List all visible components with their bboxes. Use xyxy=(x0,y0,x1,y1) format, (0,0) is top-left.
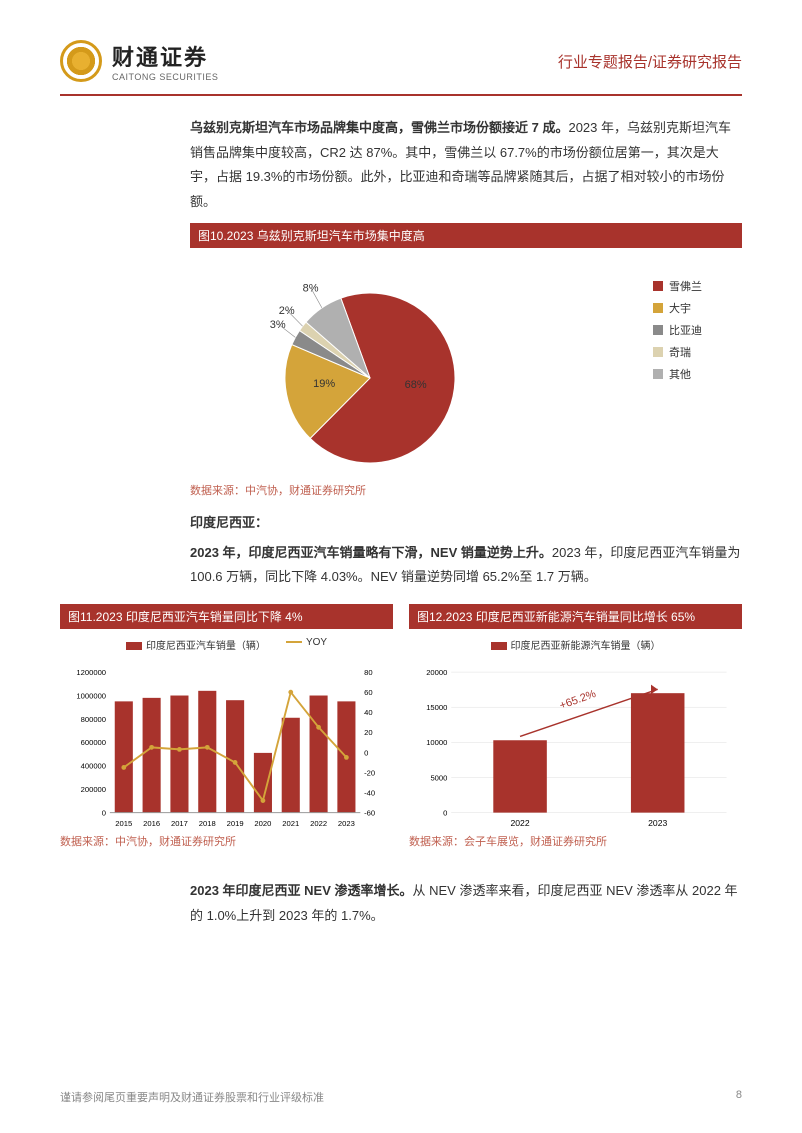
svg-text:-60: -60 xyxy=(364,809,375,818)
svg-text:2019: 2019 xyxy=(227,819,244,828)
subheading-indonesia: 印度尼西亚： xyxy=(190,512,742,531)
header-category: 行业专题报告/证券研究报告 xyxy=(558,51,742,72)
fig11-chart: 印度尼西亚汽车销量（辆） YOY 0 200000 400000 600000 8000… xyxy=(60,629,393,829)
svg-text:2017: 2017 xyxy=(171,819,188,828)
fig11-legend-line: YOY xyxy=(286,637,327,652)
svg-text:2018: 2018 xyxy=(199,819,216,828)
svg-text:15000: 15000 xyxy=(426,703,447,712)
svg-text:-40: -40 xyxy=(364,789,375,798)
two-column-charts: 图11.2023 印度尼西亚汽车销量同比下降 4% 印度尼西亚汽车销量（辆） Y… xyxy=(60,598,742,863)
fig10-title: 图10.2023 乌兹别克斯坦汽车市场集中度高 xyxy=(190,223,742,248)
pie-chart-svg: 68% 19% 3% 2% 8% xyxy=(190,263,550,483)
svg-text:0: 0 xyxy=(364,748,368,757)
svg-text:200000: 200000 xyxy=(81,785,106,794)
svg-text:2%: 2% xyxy=(279,305,295,317)
logo-cn: 财通证券 xyxy=(112,40,218,72)
svg-text:0: 0 xyxy=(102,809,106,818)
fig11-title: 图11.2023 印度尼西亚汽车销量同比下降 4% xyxy=(60,604,393,629)
svg-text:8%: 8% xyxy=(303,282,319,294)
fig10-source: 数据来源：中汽协，财通证券研究所 xyxy=(190,482,742,498)
svg-text:19%: 19% xyxy=(313,378,335,390)
svg-text:800000: 800000 xyxy=(81,715,106,724)
svg-text:68%: 68% xyxy=(405,379,427,391)
svg-text:1000000: 1000000 xyxy=(76,692,106,701)
svg-text:1200000: 1200000 xyxy=(76,668,106,677)
svg-text:600000: 600000 xyxy=(81,738,106,747)
fig12-title: 图12.2023 印度尼西亚新能源汽车销量同比增长 65% xyxy=(409,604,742,629)
company-logo-icon xyxy=(60,40,102,82)
svg-text:0: 0 xyxy=(443,809,447,818)
fig12-legend-bar: 印度尼西亚新能源汽车销量（辆） xyxy=(491,637,661,652)
fig11-column: 图11.2023 印度尼西亚汽车销量同比下降 4% 印度尼西亚汽车销量（辆） Y… xyxy=(60,598,393,863)
para3-bold: 2023 年印度尼西亚 NEV 渗透率增长。 xyxy=(190,883,413,898)
fig12-column: 图12.2023 印度尼西亚新能源汽车销量同比增长 65% 印度尼西亚新能源汽车… xyxy=(409,598,742,863)
svg-text:60: 60 xyxy=(364,688,372,697)
fig10-chart: 68% 19% 3% 2% 8% 雪佛兰大宇比亚迪奇瑞其他 xyxy=(190,248,742,478)
svg-text:2023: 2023 xyxy=(338,819,355,828)
svg-text:20: 20 xyxy=(364,728,372,737)
page-footer: 谨请参阅尾页重要声明及财通证券股票和行业评级标准 8 xyxy=(60,1089,742,1105)
svg-text:20000: 20000 xyxy=(426,668,447,677)
page-number: 8 xyxy=(736,1089,742,1105)
logo-block: 财通证券 CAITONG SECURITIES xyxy=(60,40,218,82)
svg-text:2023: 2023 xyxy=(648,818,667,828)
fig11-legend-bar: 印度尼西亚汽车销量（辆） xyxy=(126,637,266,652)
svg-text:-20: -20 xyxy=(364,768,375,777)
fig12-svg: 0 5000 10000 15000 20000 2022 2023 xyxy=(413,656,738,844)
paragraph-1: 乌兹别克斯坦汽车市场品牌集中度高，雪佛兰市场份额接近 7 成。2023 年，乌兹… xyxy=(190,116,742,215)
paragraph-3: 2023 年印度尼西亚 NEV 渗透率增长。从 NEV 渗透率来看，印度尼西亚 … xyxy=(190,879,742,928)
svg-text:2021: 2021 xyxy=(282,819,299,828)
fig12-chart: 印度尼西亚新能源汽车销量（辆） 0 5000 10000 15000 20000 2022… xyxy=(409,629,742,829)
svg-text:2015: 2015 xyxy=(115,819,132,828)
page-header: 财通证券 CAITONG SECURITIES 行业专题报告/证券研究报告 xyxy=(60,40,742,96)
svg-text:10000: 10000 xyxy=(426,738,447,747)
svg-text:2022: 2022 xyxy=(510,818,529,828)
paragraph-2: 2023 年，印度尼西亚汽车销量略有下滑，NEV 销量逆势上升。2023 年，印… xyxy=(190,541,742,590)
svg-text:40: 40 xyxy=(364,708,372,717)
para1-bold: 乌兹别克斯坦汽车市场品牌集中度高，雪佛兰市场份额接近 7 成。 xyxy=(190,120,568,135)
fig11-svg: 0 200000 400000 600000 800000 1000000 1200000 -… xyxy=(64,656,389,844)
svg-text:80: 80 xyxy=(364,668,372,677)
svg-text:5000: 5000 xyxy=(430,773,447,782)
svg-text:400000: 400000 xyxy=(81,762,106,771)
logo-en: CAITONG SECURITIES xyxy=(112,72,218,82)
pie-legend: 雪佛兰大宇比亚迪奇瑞其他 xyxy=(653,278,702,388)
svg-text:2022: 2022 xyxy=(310,819,327,828)
svg-text:2020: 2020 xyxy=(254,819,271,828)
svg-text:3%: 3% xyxy=(270,319,286,331)
svg-text:2016: 2016 xyxy=(143,819,160,828)
footer-disclaimer: 谨请参阅尾页重要声明及财通证券股票和行业评级标准 xyxy=(60,1089,324,1105)
para2-bold: 2023 年，印度尼西亚汽车销量略有下滑，NEV 销量逆势上升。 xyxy=(190,545,552,560)
